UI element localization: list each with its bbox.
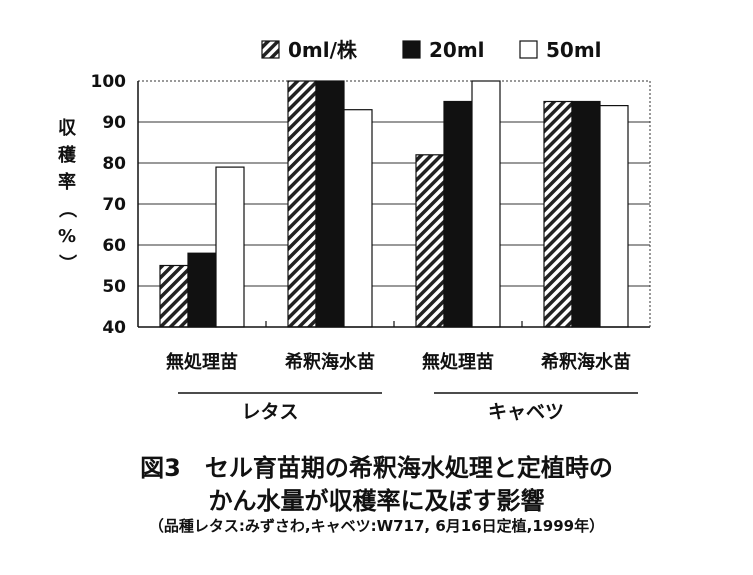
bar bbox=[159, 264, 189, 328]
group-label: キャベツ bbox=[488, 401, 564, 423]
bar bbox=[315, 80, 345, 328]
bar bbox=[471, 80, 501, 328]
bar bbox=[215, 166, 245, 328]
category-label: 希釈海水苗 bbox=[285, 351, 375, 373]
legend-swatch bbox=[402, 40, 421, 59]
legend-label: 50ml bbox=[546, 38, 602, 62]
legend-swatch bbox=[519, 40, 538, 59]
bar bbox=[543, 100, 573, 328]
bar bbox=[571, 100, 601, 328]
bar bbox=[443, 100, 473, 328]
legend: 0ml/株 20ml 50ml bbox=[261, 38, 602, 62]
figure-caption-line2: かん水量が収穫率に及ぼす影響 bbox=[208, 487, 545, 515]
figure-caption-line1: 図3 セル育苗期の希釈海水処理と定植時の bbox=[140, 454, 613, 482]
legend-label: 0ml/株 bbox=[288, 38, 358, 62]
y-tick-label: 100 bbox=[91, 72, 127, 92]
y-axis-label-char: 穫 bbox=[58, 145, 77, 166]
category-label: 無処理苗 bbox=[166, 351, 238, 373]
bar bbox=[415, 154, 445, 328]
y-tick-label: 70 bbox=[102, 195, 126, 215]
legend-label: 20ml bbox=[429, 38, 485, 62]
y-axis-label-char: 収 bbox=[58, 118, 77, 139]
y-axis-label-char: ） bbox=[56, 254, 77, 272]
category-label: 無処理苗 bbox=[422, 351, 494, 373]
group-label: レタス bbox=[241, 401, 298, 423]
y-tick-label: 90 bbox=[102, 113, 126, 133]
figure-caption-note: （品種レタス:みずさわ,キャベツ:W717, 6月16日定植,1999年） bbox=[148, 517, 605, 535]
bar bbox=[287, 80, 317, 328]
y-axis-label-char: （ bbox=[56, 200, 77, 218]
bar bbox=[599, 104, 629, 328]
y-tick-label: 40 bbox=[102, 318, 126, 338]
y-axis-label-char: 率 bbox=[58, 171, 76, 193]
y-tick-label: 80 bbox=[102, 154, 126, 174]
bar bbox=[343, 109, 373, 328]
y-tick-label: 50 bbox=[102, 277, 126, 297]
legend-swatch bbox=[261, 40, 280, 59]
y-axis-label-char: % bbox=[58, 226, 76, 247]
tick-labels: 40 50 60 70 80 90 100 bbox=[91, 72, 127, 338]
bar bbox=[187, 252, 217, 328]
y-axis-label: 収穫率 （% ） bbox=[56, 118, 77, 272]
category-label: 希釈海水苗 bbox=[541, 351, 631, 373]
axes bbox=[137, 81, 651, 328]
y-tick-label: 60 bbox=[102, 236, 126, 256]
